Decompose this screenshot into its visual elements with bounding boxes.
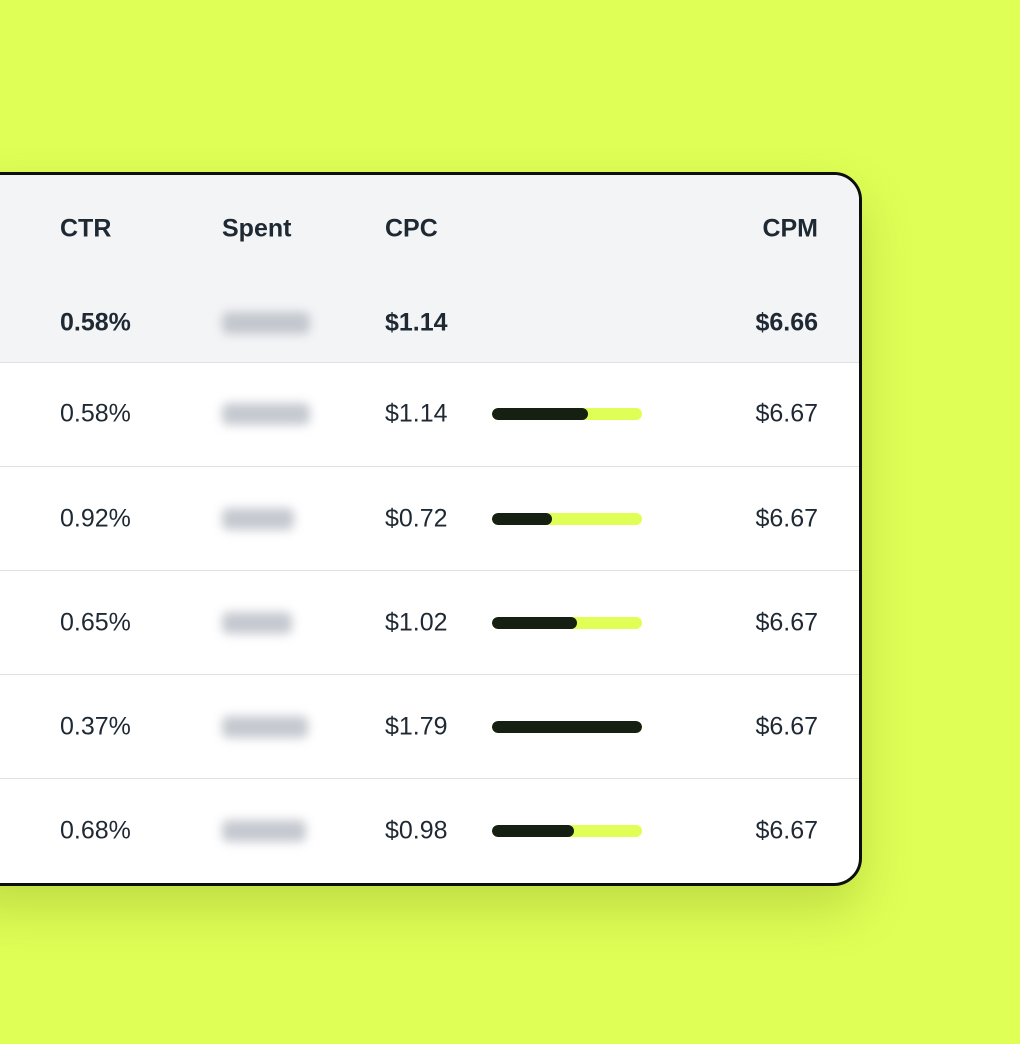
header-row: CTR Spent CPC CPM	[0, 175, 859, 284]
cpc-bar-track	[492, 513, 642, 525]
cpc-cell: $1.02	[385, 608, 448, 637]
column-header[interactable]: CPM	[762, 214, 818, 243]
blurred-spent	[222, 820, 306, 842]
data-row: 0.58% $1.14 $6.67	[0, 362, 859, 466]
cpc-cell: $1.79	[385, 712, 448, 741]
ctr-cell: 0.37%	[60, 712, 131, 741]
cpc-bar	[492, 513, 553, 525]
table-card: CTR Spent CPC CPM 0.58% $1.14 $6.66 0.58% $1.14 $…	[0, 172, 862, 886]
summary-cpm: $6.66	[755, 308, 818, 336]
blurred-spent	[222, 612, 292, 634]
ctr-cell: 0.92%	[60, 504, 131, 533]
cpc-cell: $0.98	[385, 816, 448, 845]
blurred-spent	[222, 403, 310, 425]
cpm-cell: $6.67	[755, 816, 818, 845]
cpc-bar-track	[492, 408, 642, 420]
ctr-cell: 0.58%	[60, 399, 131, 428]
summary-ctr: 0.58%	[60, 308, 131, 336]
cpc-bar-track	[492, 721, 642, 733]
column-header[interactable]: CPC	[385, 214, 438, 243]
cpm-cell: $6.67	[755, 399, 818, 428]
data-row: 0.65% $1.02 $6.67	[0, 570, 859, 675]
cpc-bar-track	[492, 617, 642, 629]
cpm-cell: $6.67	[755, 608, 818, 637]
data-row: 0.92% $0.72 $6.67	[0, 466, 859, 571]
summary-cpc: $1.14	[385, 308, 448, 336]
cpc-bar-track	[492, 825, 642, 837]
cpc-cell: $0.72	[385, 504, 448, 533]
cpc-bar	[492, 408, 588, 420]
column-header[interactable]: CTR	[60, 214, 112, 243]
cpc-bar	[492, 825, 575, 837]
ctr-cell: 0.68%	[60, 816, 131, 845]
blurred-spent	[222, 508, 294, 530]
cpc-bar	[492, 721, 642, 733]
blurred-spent	[222, 716, 308, 738]
data-row: 0.37% $1.79 $6.67	[0, 674, 859, 779]
cpc-cell: $1.14	[385, 399, 448, 428]
ctr-cell: 0.65%	[60, 608, 131, 637]
summary-row: 0.58% $1.14 $6.66	[0, 283, 859, 363]
cpm-cell: $6.67	[755, 504, 818, 533]
cpm-cell: $6.67	[755, 712, 818, 741]
data-row: 0.68% $0.98 $6.67	[0, 778, 859, 883]
column-header[interactable]: Spent	[222, 214, 292, 243]
cpc-bar	[492, 617, 578, 629]
blurred-spent	[222, 311, 310, 334]
